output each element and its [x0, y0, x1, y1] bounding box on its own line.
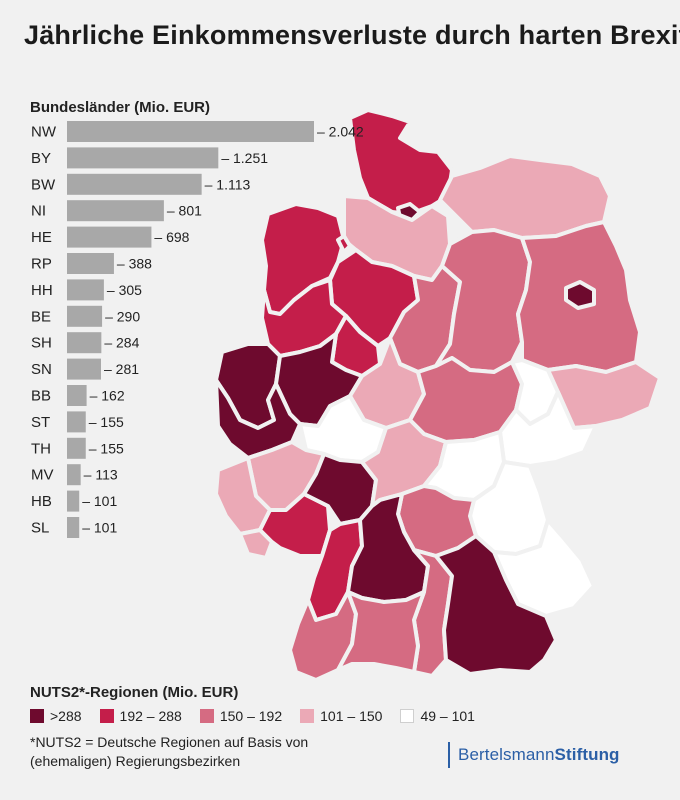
legend-label-3: 150 – 192 — [219, 708, 283, 724]
bar-rp — [67, 253, 114, 274]
bar-sh — [67, 332, 102, 354]
region-chemnitz — [498, 390, 598, 468]
legend-label-2: 192 – 288 — [119, 708, 182, 724]
bar-value-mv: – 113 — [84, 467, 118, 483]
bar-value-bb: – 162 — [90, 388, 125, 404]
legend-label-1: >288 — [50, 708, 82, 724]
legend-swatch-5 — [400, 709, 415, 723]
bar-bb — [67, 385, 87, 406]
bar-label-th: TH — [31, 440, 51, 457]
bar-chart-heading: Bundesländer (Mio. EUR) — [30, 99, 211, 116]
region-koeln — [214, 378, 302, 460]
legend-item-4: 101 – 150 — [300, 708, 382, 724]
bar-mv — [67, 464, 81, 486]
bar-label-bb: BB — [31, 388, 51, 405]
brand-divider — [448, 742, 450, 768]
bar-value-nw: – 2.042 — [317, 124, 364, 140]
bar-by — [67, 147, 219, 169]
legend-item-5: 49 – 101 — [400, 708, 475, 724]
bar-ni — [67, 200, 164, 222]
region-tuebingen — [336, 590, 426, 674]
bar-th — [67, 437, 86, 459]
bar-label-ni: NI — [31, 203, 46, 220]
bar-sl — [67, 517, 80, 538]
footnote-line-2: (ehemaligen) Regierungsbezirken — [30, 753, 241, 769]
bar-he — [67, 226, 152, 248]
bar-label-rp: RP — [31, 256, 52, 273]
bar-value-hh: – 305 — [107, 282, 142, 298]
region-bremen — [336, 234, 352, 254]
region-oberbayern — [434, 534, 558, 676]
bar-value-ni: – 801 — [167, 203, 202, 219]
brand-logo: BertelsmannStiftung — [448, 742, 620, 768]
bar-nw — [67, 121, 314, 142]
bar-label-by: BY — [31, 150, 51, 167]
bar-label-mv: MV — [31, 467, 54, 484]
legend-swatch-4 — [300, 709, 315, 723]
bar-value-by: – 1.251 — [221, 150, 268, 166]
legend-label-4: 101 – 150 — [320, 708, 383, 724]
bar-bw — [67, 173, 202, 195]
brand-name-part1: Bertelsmann — [458, 745, 555, 764]
bar-value-th: – 155 — [89, 440, 124, 456]
map-legend: >288 192 – 288 150 – 192 101 – 150 49 – … — [30, 708, 493, 724]
legend-swatch-1 — [30, 709, 44, 723]
brand-name: BertelsmannStiftung — [458, 745, 620, 765]
bar-value-sn: – 281 — [104, 361, 139, 377]
bar-label-sl: SL — [31, 520, 49, 537]
bar-hb — [67, 490, 80, 512]
bar-value-rp: – 388 — [117, 256, 152, 272]
region-berlin — [564, 280, 596, 310]
map-legend-heading: NUTS2*-Regionen (Mio. EUR) — [30, 684, 239, 701]
chart-title: Jährliche Einkommensverluste durch harte… — [24, 20, 680, 50]
footnote: *NUTS2 = Deutsche Regionen auf Basis von… — [30, 733, 390, 771]
bar-label-sn: SN — [31, 361, 52, 378]
region-saarland — [238, 528, 274, 560]
bar-label-hb: HB — [31, 493, 52, 510]
footnote-line-1: *NUTS2 = Deutsche Regionen auf Basis von — [30, 734, 309, 750]
bar-label-nw: NW — [31, 124, 57, 141]
bar-value-sh: – 284 — [104, 335, 139, 351]
legend-item-1: >288 — [30, 708, 82, 724]
legend-swatch-3 — [199, 709, 214, 723]
bar-label-bw: BW — [31, 176, 56, 193]
bar-value-he: – 698 — [154, 229, 189, 245]
bar-hh — [67, 279, 104, 301]
legend-item-3: 150 – 192 — [199, 708, 283, 724]
bar-value-hb: – 101 — [82, 493, 117, 509]
bar-be — [67, 305, 103, 327]
bar-st — [67, 411, 86, 433]
bar-value-bw: – 1.113 — [205, 176, 251, 192]
bar-value-st: – 155 — [89, 414, 124, 430]
legend-label-5: 49 – 101 — [420, 708, 475, 724]
bar-label-hh: HH — [31, 282, 53, 299]
bar-value-be: – 290 — [105, 308, 140, 324]
bar-label-st: ST — [31, 414, 50, 431]
bar-sn — [67, 358, 101, 380]
brand-name-part2: Stiftung — [554, 745, 620, 764]
legend-item-2: 192 – 288 — [99, 708, 182, 724]
legend-swatch-2 — [99, 709, 114, 723]
bar-label-sh: SH — [31, 335, 52, 352]
bar-value-sl: – 101 — [82, 520, 117, 536]
bar-label-be: BE — [31, 308, 51, 325]
bar-label-he: HE — [31, 229, 52, 246]
